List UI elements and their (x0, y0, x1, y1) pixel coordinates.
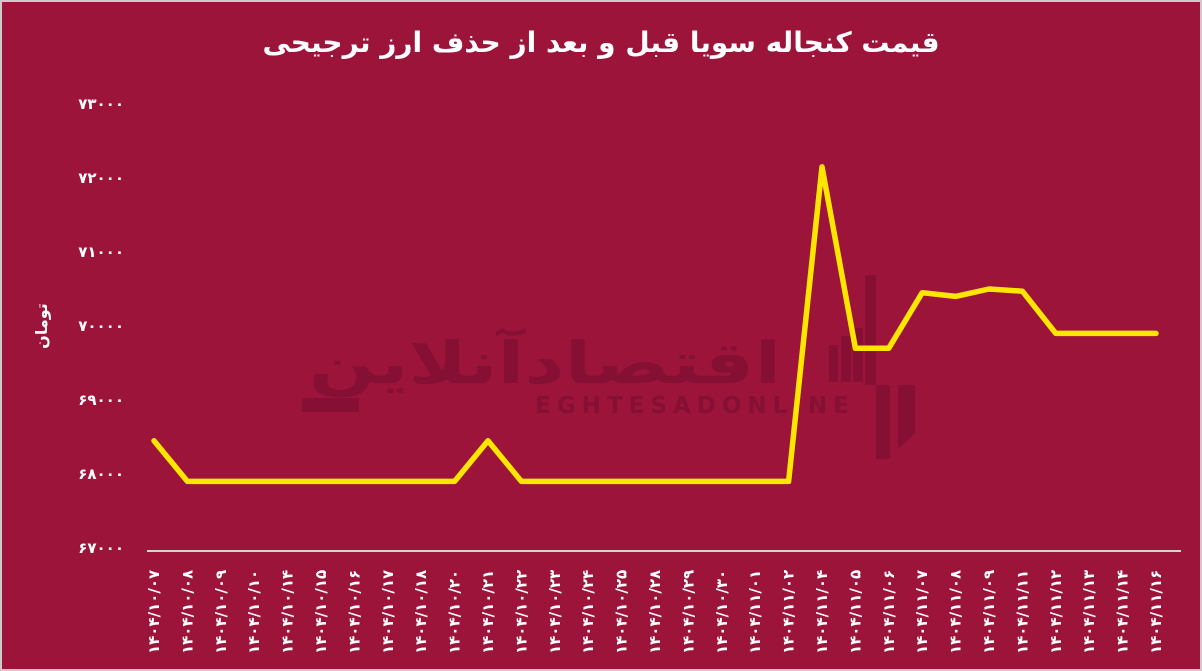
x-axis-tick-label: ۱۴۰۴/۱۱/۱۶ (1147, 570, 1165, 654)
price-line-series (151, 164, 1159, 485)
y-axis-tick-label: ۶۸۰۰۰ (78, 465, 124, 483)
x-axis-tick-label: ۱۴۰۴/۱۱/۱۳ (1080, 570, 1098, 654)
y-axis-tick-label: ۷۳۰۰۰ (78, 95, 124, 113)
x-axis-tick-label: ۱۴۰۴/۱۱/۰۷ (913, 570, 931, 654)
x-axis-tick-label: ۱۴۰۴/۱۰/۲۳ (546, 570, 564, 654)
chart-title: قیمت کنجاله سویا قبل و بعد از حذف ارز تر… (262, 26, 940, 59)
x-axis-tick-label: ۱۴۰۴/۱۰/۰۹ (212, 570, 230, 654)
x-axis-tick-label: ۱۴۰۴/۱۱/۰۵ (846, 570, 864, 654)
x-axis-tick-label: ۱۴۰۴/۱۱/۰۶ (880, 570, 898, 654)
y-axis-title: تومان (32, 303, 51, 349)
x-axis-tick-label: ۱۴۰۴/۱۰/۱۸ (412, 570, 430, 654)
x-axis-tick-label: ۱۴۰۴/۱۰/۱۵ (312, 570, 330, 654)
x-axis-tick-label: ۱۴۰۴/۱۱/۰۸ (947, 570, 965, 654)
x-axis-tick-label: ۱۴۰۴/۱۰/۱۴ (279, 570, 297, 654)
x-axis-tick-label: ۱۴۰۴/۱۰/۲۵ (613, 570, 631, 654)
x-axis-tick-label: ۱۴۰۴/۱۰/۰۸ (178, 570, 196, 654)
x-axis-tick-label: ۱۴۰۴/۱۱/۱۲ (1047, 570, 1065, 654)
x-axis-tick-label: ۱۴۰۴/۱۱/۱۴ (1114, 570, 1132, 654)
x-axis-tick-label: ۱۴۰۴/۱۰/۲۴ (579, 570, 597, 654)
x-axis-tick-label: ۱۴۰۴/۱۱/۰۱ (746, 570, 764, 654)
x-axis-tick-label: ۱۴۰۴/۱۰/۱۰ (245, 570, 263, 654)
x-axis-tick-label: ۱۴۰۴/۱۰/۲۱ (479, 570, 497, 654)
y-axis-tick-label: ۷۰۰۰۰ (78, 317, 124, 335)
watermark-logo-bars-icon (302, 275, 915, 459)
x-axis-tick-label: ۱۴۰۴/۱۰/۳۰ (713, 570, 731, 654)
x-axis-tick-label: ۱۴۰۴/۱۰/۲۹ (679, 570, 697, 654)
y-axis-tick-label: ۷۲۰۰۰ (78, 169, 124, 187)
y-axis-tick-label: ۷۱۰۰۰ (78, 243, 124, 261)
x-axis-tick-label: ۱۴۰۴/۱۰/۲۲ (512, 570, 530, 654)
x-axis-tick-label: ۱۴۰۴/۱۱/۱۱ (1013, 570, 1031, 654)
x-axis-tick-label: ۱۴۰۴/۱۱/۰۹ (980, 570, 998, 654)
x-axis-tick-label: ۱۴۰۴/۱۰/۱۶ (345, 570, 363, 654)
x-axis-tick-label: ۱۴۰۴/۱۰/۲۰ (446, 570, 464, 654)
x-axis-tick-label: ۱۴۰۴/۱۰/۰۷ (145, 570, 163, 654)
x-axis-tick-label: ۱۴۰۴/۱۱/۰۲ (780, 570, 798, 654)
watermark-farsi-wordmark: اقتصادآنلاین (308, 329, 782, 397)
x-axis-tick-label: ۱۴۰۴/۱۰/۲۸ (646, 570, 664, 654)
x-axis-tick-label: ۱۴۰۴/۱۱/۰۴ (813, 570, 831, 654)
y-axis-tick-label: ۶۷۰۰۰ (78, 539, 124, 557)
y-axis-tick-label: ۶۹۰۰۰ (78, 391, 124, 409)
x-axis-tick-label: ۱۴۰۴/۱۰/۱۷ (379, 570, 397, 654)
